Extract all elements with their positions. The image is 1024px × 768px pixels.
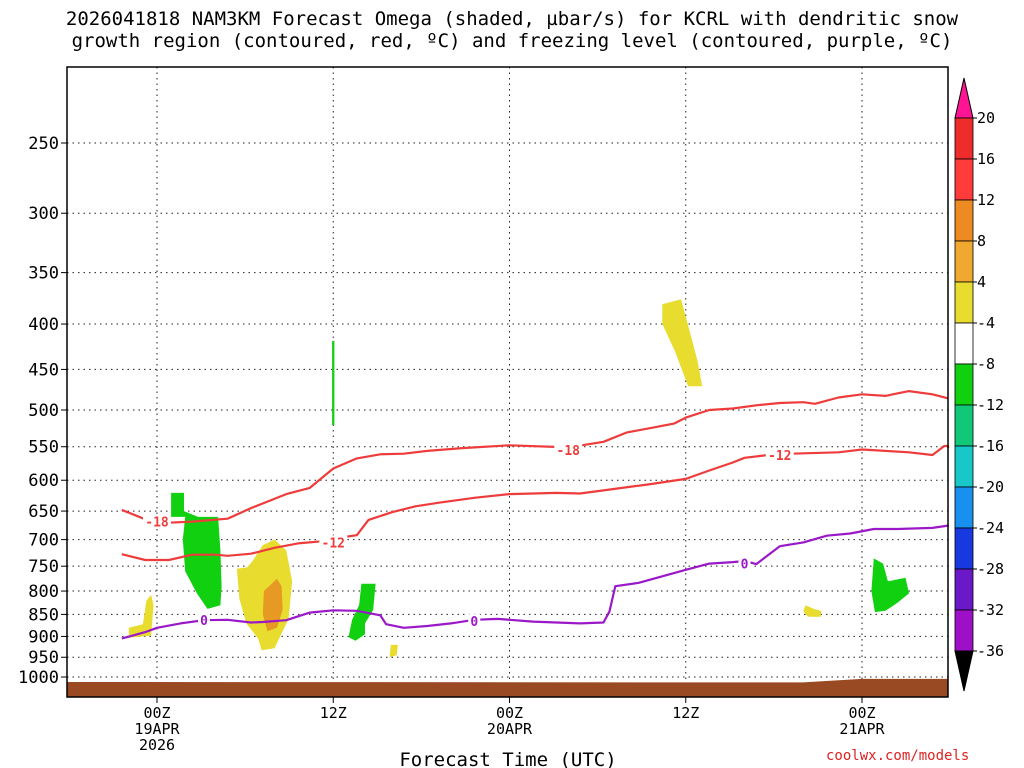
- omega-region: [128, 594, 154, 638]
- colorbar-band: [954, 609, 974, 652]
- contour-label: 0: [741, 558, 749, 573]
- colorbar-band: [954, 240, 974, 283]
- x-tick-label: 19APR: [134, 720, 180, 738]
- omega-region: [803, 605, 821, 617]
- colorbar-band: [954, 486, 974, 529]
- x-tick-label: 20APR: [487, 720, 533, 738]
- x-tick-label: 00Z: [496, 704, 523, 722]
- colorbar-label: 4: [977, 273, 986, 291]
- y-tick-label: 400: [28, 315, 59, 335]
- terrain-fill: [67, 678, 948, 697]
- y-tick-label: 450: [28, 360, 59, 380]
- x-tick-label: 12Z: [320, 704, 347, 722]
- grid-lines: [67, 67, 948, 697]
- y-axis-ticks: 2503003504004505005506006507007508008509…: [18, 134, 67, 688]
- colorbar-band: [954, 445, 974, 488]
- contour-label: -12: [768, 449, 791, 464]
- contour-label: -12: [322, 536, 345, 551]
- contour-label: 0: [200, 614, 208, 629]
- colorbar-label: -32: [977, 601, 1004, 619]
- colorbar-label: 16: [977, 150, 995, 168]
- colorbar-band: [954, 527, 974, 570]
- chart-title-line-1: 2026041818 NAM3KM Forecast Omega (shaded…: [65, 8, 959, 30]
- omega-region: [662, 299, 703, 387]
- x-tick-label: 00Z: [848, 704, 875, 722]
- x-tick-label: 12Z: [672, 704, 699, 722]
- omega-region: [171, 492, 222, 609]
- omega-region: [332, 341, 335, 426]
- colorbar: 20 16 12 8 4 -4 -8 -12 -16 -20 -24 -28 -32 -36: [954, 77, 1004, 692]
- y-tick-label: 350: [28, 264, 59, 284]
- y-tick-label: 500: [28, 401, 59, 421]
- colorbar-band: [954, 568, 974, 611]
- colorbar-band: [954, 281, 974, 324]
- contour-label: -18: [557, 444, 581, 459]
- colorbar-label: -4: [977, 314, 995, 332]
- y-tick-label: 850: [28, 605, 59, 625]
- contour-label-bg: [143, 514, 171, 529]
- contour-label-bg: [319, 535, 348, 550]
- y-tick-label: 800: [28, 582, 59, 602]
- colorbar-label: -12: [977, 396, 1004, 414]
- omega-region: [389, 644, 398, 658]
- dendritic-contour: [121, 444, 950, 562]
- contour-label: -18: [145, 516, 169, 531]
- y-tick-label: 700: [28, 531, 59, 551]
- colorbar-label: 8: [977, 232, 986, 250]
- colorbar-label: -24: [977, 519, 1004, 537]
- colorbar-top-arrow: [954, 77, 974, 119]
- colorbar-band: [954, 363, 974, 406]
- y-tick-label: 900: [28, 627, 59, 647]
- colorbar-band: [954, 117, 974, 160]
- contour-labels: -18 -12 -18 -12 0 0 0: [143, 443, 794, 630]
- colorbar-label: -36: [977, 642, 1004, 660]
- contour-label-bg: [468, 614, 481, 629]
- x-tick-label: 00Z: [143, 704, 170, 722]
- y-tick-label: 600: [28, 471, 59, 491]
- colorbar-label: -8: [977, 355, 995, 373]
- chart-title-line-2: growth region (contoured, red, ºC) and f…: [71, 30, 953, 52]
- colorbar-band: [954, 322, 974, 365]
- source-credit: coolwx.com/models: [826, 748, 970, 764]
- x-tick-label: 2026: [139, 736, 175, 754]
- y-tick-label: 250: [28, 134, 59, 154]
- contour-label-bg: [554, 443, 583, 458]
- colorbar-bottom-arrow: [954, 650, 974, 692]
- freezing-level-contour: [121, 524, 950, 640]
- colorbar-label: -16: [977, 437, 1004, 455]
- y-tick-label: 1000: [18, 668, 59, 688]
- contour-lines: [121, 390, 950, 640]
- contour-label: 0: [470, 615, 478, 630]
- colorbar-band: [954, 158, 974, 201]
- y-tick-label: 950: [28, 648, 59, 668]
- colorbar-band: [954, 199, 974, 242]
- plot-frame: [66, 66, 949, 698]
- colorbar-band: [954, 404, 974, 447]
- colorbar-label: -28: [977, 560, 1004, 578]
- x-axis-label: Forecast Time (UTC): [399, 749, 616, 768]
- contour-label-bg: [738, 556, 751, 571]
- y-tick-label: 300: [28, 204, 59, 224]
- omega-shading: [128, 299, 909, 658]
- colorbar-label: 12: [977, 191, 995, 209]
- y-tick-label: 650: [28, 502, 59, 522]
- y-tick-label: 750: [28, 557, 59, 577]
- dendritic-contour: [121, 390, 949, 524]
- colorbar-label: -20: [977, 478, 1004, 496]
- omega-region: [262, 578, 283, 632]
- y-tick-label: 550: [28, 438, 59, 458]
- x-tick-label: 21APR: [839, 720, 885, 738]
- colorbar-label: 20: [977, 109, 995, 127]
- contour-label-bg: [198, 613, 210, 628]
- omega-region: [871, 558, 909, 613]
- contour-label-bg: [765, 448, 794, 463]
- terrain-layer: [67, 678, 948, 697]
